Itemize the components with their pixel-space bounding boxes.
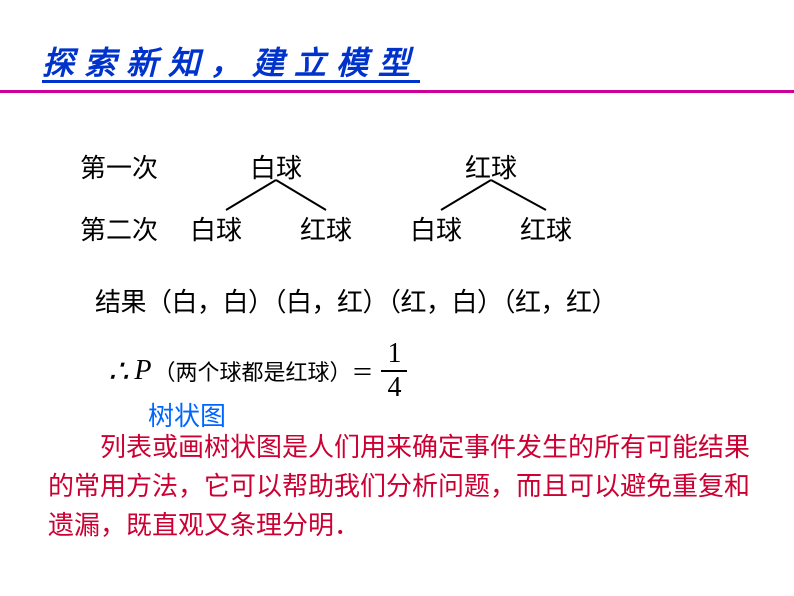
therefore-symbol: ∴ — [108, 352, 128, 390]
tree-node-l2-lr: 红球 — [300, 210, 352, 247]
row-label-first: 第一次 — [80, 148, 158, 185]
probability-line: ∴ P （两个球都是红球）＝ 1 4 — [108, 340, 407, 402]
results-line: 结果（白，白）（白，红）（红，白）（红，红） — [95, 282, 617, 319]
tree-node-l2-rr: 红球 — [520, 210, 572, 247]
p-symbol: P — [134, 355, 151, 387]
explanation-text: 列表或画树状图是人们用来确定事件发生的所有可能结果的常用方法，它可以帮助我们分析… — [48, 428, 758, 545]
tree-node-l2-ll: 白球 — [190, 210, 242, 247]
fraction-numerator: 1 — [381, 340, 407, 372]
tree-node-l2-rl: 白球 — [410, 210, 462, 247]
fraction: 1 4 — [381, 340, 407, 402]
slide-title: 探索新知，建立模型 — [42, 38, 420, 84]
tree-node-l1-right: 红球 — [465, 148, 517, 185]
title-underline — [0, 90, 794, 93]
fraction-denominator: 4 — [387, 372, 401, 402]
row-label-second: 第二次 — [80, 210, 158, 247]
event-text: （两个球都是红球）＝ — [153, 355, 373, 387]
tree-node-l1-left: 白球 — [250, 148, 302, 185]
